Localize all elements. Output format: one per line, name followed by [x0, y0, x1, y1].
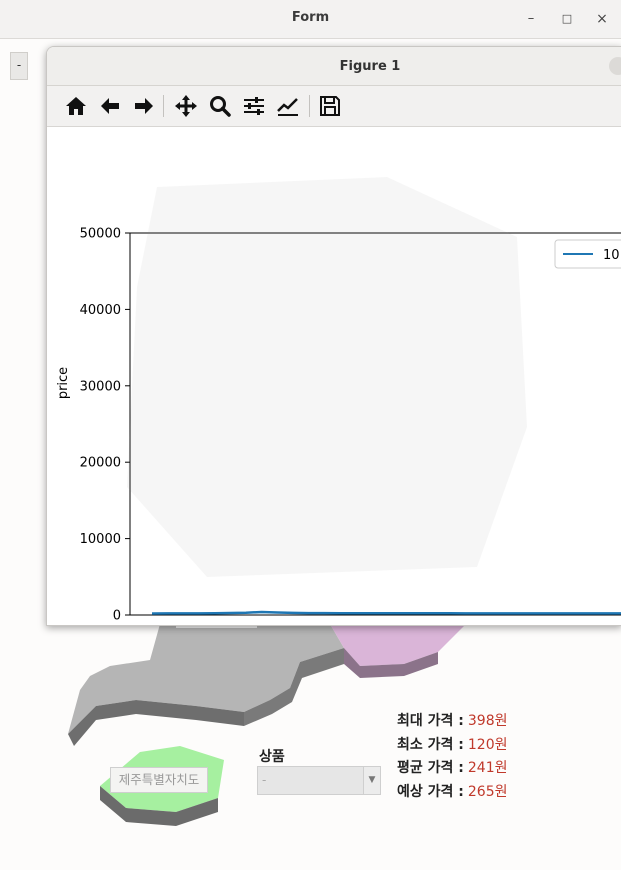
series-line: [151, 610, 621, 615]
y-tick-label: 0: [113, 609, 121, 624]
zoom-icon[interactable]: [207, 93, 233, 119]
save-icon[interactable]: [317, 93, 343, 119]
legend: 10: [554, 239, 621, 269]
close-button[interactable]: ×: [596, 11, 608, 27]
stat-max-label: 최대 가격 :: [397, 713, 464, 729]
map-region-pink[interactable]: [330, 624, 466, 678]
price-stats: 최대 가격 :398원 최소 가격 :120원 평균 가격 :241원 예상 가…: [397, 710, 507, 804]
y-tick-label: 30000: [80, 379, 121, 394]
y-ticks: 0 10000 20000 30000 40000 50000: [80, 227, 130, 624]
figure-toolbar: [47, 86, 621, 127]
ghost-background: [127, 177, 527, 577]
y-tick-label: 50000: [80, 227, 121, 242]
form-title: Form: [291, 10, 330, 25]
toolbar-separator: [163, 95, 164, 117]
chevron-down-icon[interactable]: ▼: [363, 767, 380, 794]
stat-avg-value: 241원: [467, 760, 508, 776]
forward-icon[interactable]: [131, 93, 157, 119]
form-titlebar: Form – □ ×: [0, 0, 621, 39]
stat-pred: 예상 가격 :265원: [397, 781, 507, 805]
product-label: 상품: [259, 749, 285, 765]
plot-area: 0 10000 20000 30000 40000 50000 10 price: [47, 127, 621, 625]
product-select-value: -: [262, 773, 267, 787]
stat-avg: 평균 가격 :241원: [397, 757, 507, 781]
dash-button[interactable]: -: [10, 52, 28, 80]
price-chart: 0 10000 20000 30000 40000 50000 10 price: [56, 227, 621, 624]
stat-pred-label: 예상 가격 :: [397, 783, 464, 800]
stat-pred-value: 265원: [467, 783, 508, 800]
pan-icon[interactable]: [173, 93, 199, 119]
back-icon[interactable]: [97, 93, 123, 119]
subplots-icon[interactable]: [241, 93, 267, 119]
customize-icon[interactable]: [275, 93, 301, 119]
figure-title: Figure 1: [339, 59, 401, 74]
minimize-button[interactable]: –: [527, 11, 535, 26]
series-layer: [151, 610, 621, 615]
stat-min-label: 최소 가격 :: [397, 736, 464, 753]
y-tick-label: 20000: [80, 456, 121, 471]
stat-max: 최대 가격 :398원: [397, 710, 507, 734]
toolbar-separator: [309, 95, 310, 117]
axes-box: [129, 232, 621, 616]
figure-titlebar[interactable]: Figure 1: [47, 47, 621, 86]
map-region-gyeongsang[interactable]: [68, 624, 344, 746]
stat-max-value: 398원: [467, 713, 508, 729]
figure-window: Figure 1: [46, 46, 621, 626]
maximize-button[interactable]: □: [561, 12, 573, 25]
y-tick-label: 40000: [80, 303, 121, 318]
home-icon[interactable]: [63, 93, 89, 119]
legend-label: 10: [603, 248, 620, 263]
y-tick-label: 10000: [80, 532, 121, 547]
jeju-label[interactable]: 제주특별자치도: [110, 767, 208, 793]
stat-min-value: 120원: [467, 736, 508, 753]
product-select[interactable]: - ▼: [257, 766, 381, 795]
y-axis-label: price: [56, 367, 71, 399]
stat-avg-label: 평균 가격 :: [397, 760, 464, 776]
figure-window-control[interactable]: [609, 57, 621, 75]
stat-min: 최소 가격 :120원: [397, 734, 507, 758]
axes-frame: [129, 232, 621, 616]
